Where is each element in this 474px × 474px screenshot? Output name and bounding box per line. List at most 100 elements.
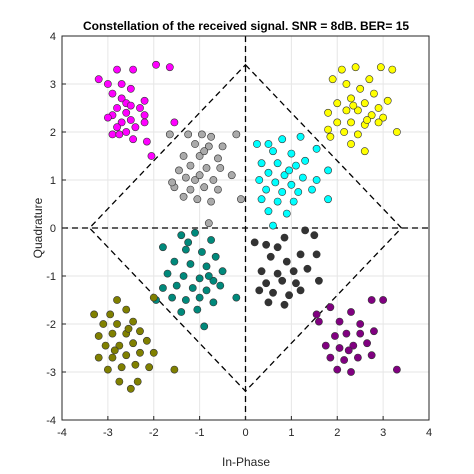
data-point [126, 116, 135, 124]
data-point [376, 63, 385, 72]
data-point [266, 252, 275, 261]
data-point [193, 195, 202, 204]
data-point [237, 195, 245, 204]
data-point [184, 130, 193, 139]
data-point [285, 166, 293, 175]
data-point [126, 101, 135, 110]
data-point [115, 341, 124, 350]
data-point [333, 118, 342, 127]
data-point [314, 317, 323, 326]
data-point [326, 303, 335, 312]
data-point [273, 197, 282, 206]
data-point [195, 274, 204, 283]
series-4 [253, 132, 332, 230]
data-point [179, 272, 188, 280]
data-point [177, 231, 186, 240]
data-point [342, 106, 351, 115]
data-point [202, 164, 211, 172]
data-point [227, 171, 236, 180]
data-point [269, 221, 277, 230]
data-point [250, 238, 259, 247]
data-point [140, 118, 149, 127]
data-point [142, 137, 151, 146]
data-point [172, 281, 181, 290]
data-point [347, 140, 355, 148]
data-point [280, 171, 289, 180]
data-point [312, 310, 321, 319]
data-point [159, 284, 167, 292]
data-point [340, 356, 349, 364]
data-point [136, 327, 144, 336]
y-tick-label: 1 [50, 175, 56, 187]
x-tick-label: 3 [380, 427, 386, 439]
data-point [200, 322, 209, 331]
data-point [356, 329, 365, 338]
data-point [198, 248, 206, 256]
data-point [312, 144, 321, 153]
data-point [262, 279, 271, 288]
data-point [285, 291, 293, 300]
data-point [133, 377, 142, 386]
data-point [145, 363, 154, 372]
data-point [191, 140, 199, 148]
y-tick-label: 4 [50, 31, 56, 43]
data-point [200, 147, 209, 156]
data-point [331, 332, 339, 340]
data-point [326, 353, 335, 362]
data-point [188, 284, 197, 292]
data-point [209, 298, 218, 307]
data-point [273, 159, 282, 168]
data-point [163, 269, 172, 278]
data-point [184, 238, 193, 247]
data-point [94, 353, 103, 362]
data-point [165, 63, 174, 72]
data-point [340, 128, 349, 136]
data-point [324, 166, 332, 175]
data-point [181, 173, 190, 182]
data-point [142, 336, 151, 345]
data-point [269, 288, 277, 297]
data-point [170, 365, 179, 374]
data-point [191, 228, 199, 237]
data-point [181, 245, 190, 254]
data-point [165, 130, 174, 139]
data-point [335, 317, 344, 326]
data-point [269, 147, 277, 156]
x-tick-labels: -4 -3 -2 -1 0 1 2 3 4 [57, 416, 432, 439]
data-point [337, 65, 346, 74]
data-point [392, 365, 401, 374]
data-point [209, 176, 218, 184]
data-point [326, 132, 335, 141]
data-point [216, 281, 225, 290]
data-point [122, 108, 131, 117]
data-point [170, 257, 179, 266]
data-point [99, 320, 108, 328]
data-point [324, 108, 332, 117]
y-tick-label: 2 [50, 127, 56, 139]
y-tick-label: 3 [50, 79, 56, 91]
y-tick-labels: -4 -3 -2 -1 0 1 2 3 4 [46, 31, 66, 427]
data-point [312, 176, 321, 184]
x-tick-label: 1 [288, 427, 294, 439]
series-6 [250, 226, 323, 309]
data-point [147, 152, 156, 160]
data-point [117, 94, 126, 103]
data-point [257, 267, 266, 276]
data-point [149, 293, 158, 302]
data-point [195, 171, 204, 180]
data-point [117, 80, 126, 88]
data-point [314, 276, 323, 285]
data-point [122, 128, 131, 136]
data-point [204, 142, 213, 151]
data-point [140, 111, 149, 120]
series-1 [94, 60, 179, 160]
data-point [347, 118, 355, 127]
series-2 [324, 63, 401, 156]
data-point [370, 89, 378, 98]
data-point [204, 272, 213, 280]
data-point [195, 152, 204, 160]
data-point [392, 128, 401, 136]
data-point [198, 130, 206, 139]
data-point [367, 296, 376, 304]
